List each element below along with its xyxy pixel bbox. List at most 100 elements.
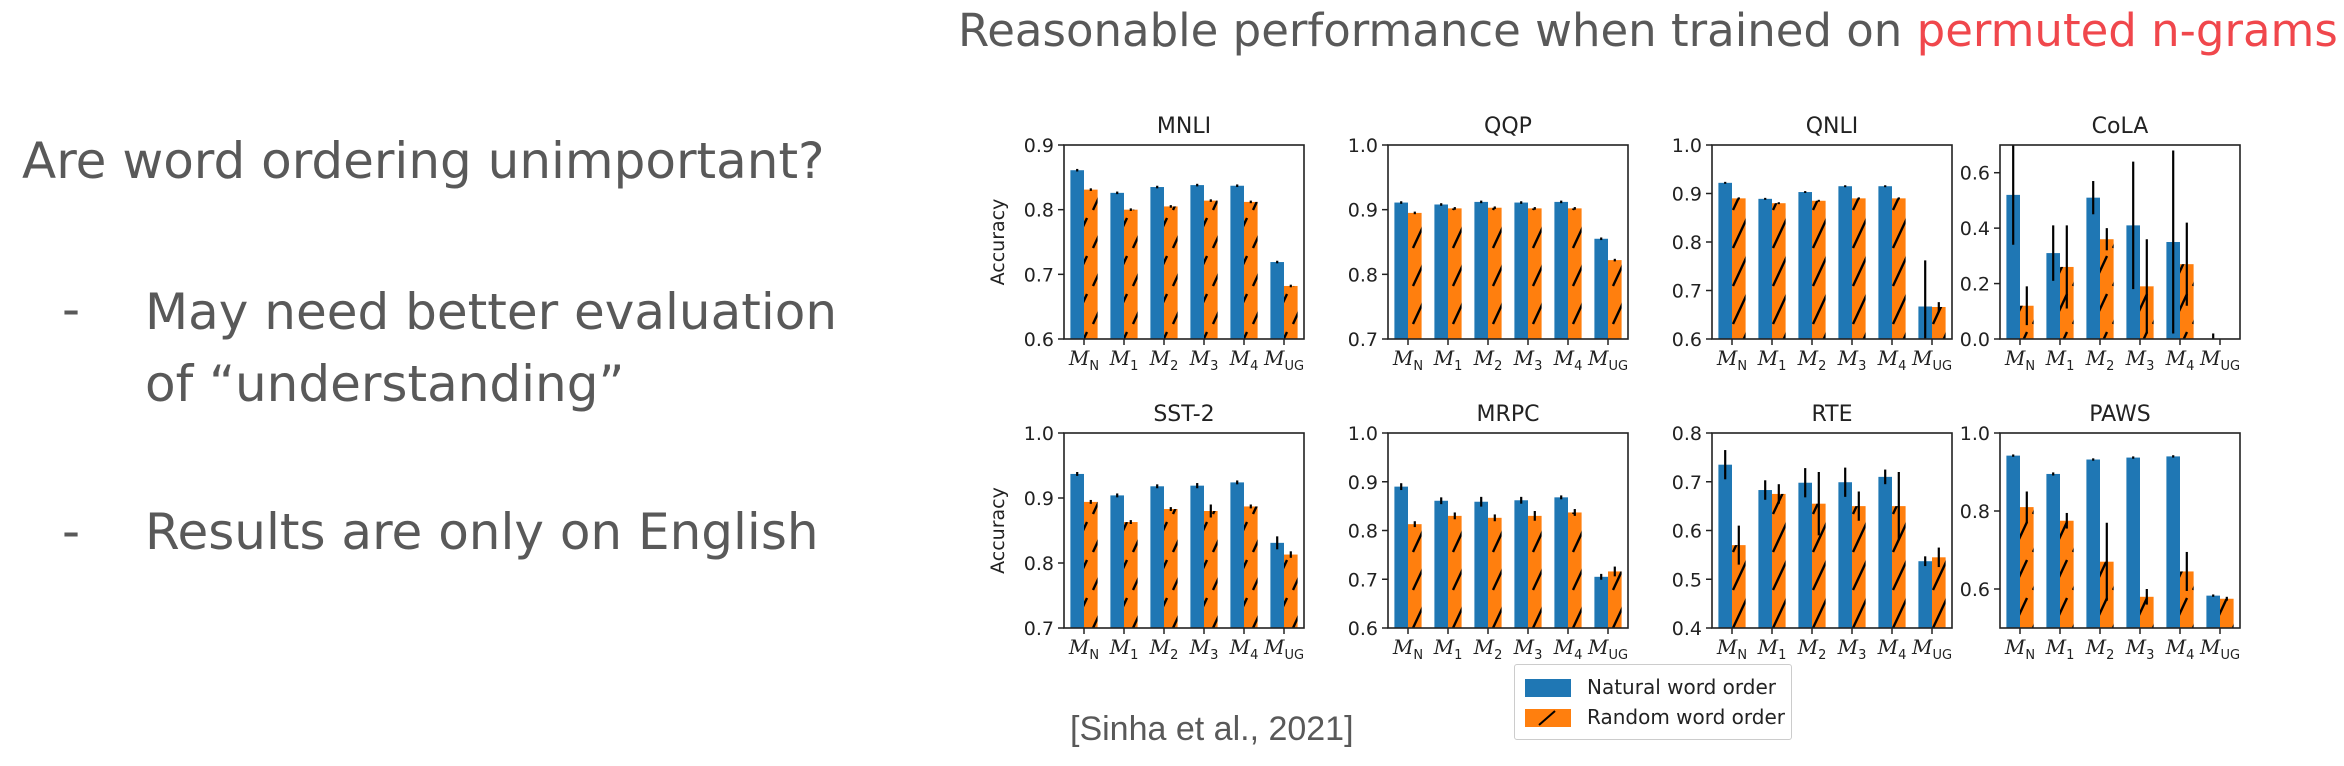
bar-natural	[1758, 490, 1772, 628]
x-tick-subscript: 4	[2186, 648, 2194, 660]
bar-natural	[1434, 204, 1448, 339]
bar-random-hatch	[2100, 239, 2114, 339]
x-tick-subscript: 4	[2186, 359, 2194, 374]
bar-natural	[2166, 456, 2180, 628]
bar-natural	[1918, 561, 1932, 628]
bar-natural	[2046, 253, 2060, 339]
bar-random-hatch	[1892, 506, 1906, 628]
bar-natural	[2046, 473, 2060, 628]
bar-natural	[1594, 576, 1608, 628]
slide-title: Reasonable performance when trained on p…	[958, 4, 2344, 57]
bar-random-hatch	[1568, 208, 1582, 339]
y-tick-label: 1.0	[1672, 135, 1702, 157]
x-tick-label: M3	[2125, 635, 2155, 660]
bar-random-hatch	[2180, 571, 2194, 628]
x-tick-label: MN	[1392, 346, 1423, 374]
x-tick-label: MUG	[1587, 635, 1628, 660]
bar-natural	[1150, 486, 1164, 628]
x-tick-label: M4	[1877, 346, 1907, 374]
bar-random-hatch	[1084, 501, 1098, 628]
plot-frame	[1999, 144, 2241, 340]
x-tick-label: MUG	[2199, 346, 2240, 374]
title-highlight: permuted n-grams	[1916, 4, 2338, 57]
y-axis-label: Accuracy	[990, 199, 1009, 286]
bar-natural	[1230, 482, 1244, 628]
legend: Natural word order Random word order	[1514, 664, 1792, 740]
bar-natural	[1474, 201, 1488, 339]
bar-random-hatch	[1448, 515, 1462, 628]
x-tick-label: M2	[2085, 635, 2115, 660]
x-tick-label: M4	[1229, 635, 1259, 660]
x-tick-label: M3	[1513, 635, 1543, 660]
y-tick-label: 0.6	[1024, 329, 1054, 351]
bar-random-hatch	[1812, 200, 1826, 339]
x-tick-label: MN	[1068, 635, 1099, 660]
bar-random-hatch	[1488, 207, 1502, 339]
x-tick-subscript: 3	[1858, 359, 1866, 374]
x-tick-label: MN	[2004, 346, 2035, 374]
x-tick-label: M4	[2165, 346, 2195, 374]
y-tick-label: 0.7	[1672, 281, 1702, 303]
bar-natural	[1514, 202, 1528, 339]
x-tick-subscript: 2	[1818, 648, 1826, 660]
x-tick-label: MN	[1716, 346, 1747, 374]
bullet-text-content: Results are only on English	[145, 503, 819, 561]
bar-natural	[2006, 194, 2020, 339]
x-tick-label: M2	[1149, 635, 1179, 660]
y-tick-label: 0.8	[1024, 553, 1054, 575]
bar-natural	[1070, 170, 1084, 339]
bar-random-hatch	[1528, 208, 1542, 339]
x-tick-subscript: 1	[1778, 359, 1786, 374]
y-axis-label: Accuracy	[990, 487, 1009, 574]
x-tick-label: M2	[1473, 346, 1503, 374]
bar-natural	[1838, 482, 1852, 628]
bar-natural	[2126, 457, 2140, 628]
x-tick-subscript: UG	[1284, 359, 1304, 374]
x-tick-subscript: 1	[1130, 359, 1138, 374]
x-tick-label: M1	[1109, 635, 1139, 660]
x-tick-label: M4	[1553, 346, 1583, 374]
bar-natural	[1394, 486, 1408, 628]
bar-random-hatch	[1084, 189, 1098, 339]
bullet-dash: -	[62, 280, 81, 338]
x-tick-subscript: 3	[1210, 648, 1218, 660]
bar-random-hatch	[1408, 524, 1422, 628]
x-tick-label: M2	[1797, 346, 1827, 374]
x-tick-label: MUG	[2199, 635, 2240, 660]
y-tick-label: 0.7	[1024, 618, 1054, 640]
bar-random-hatch	[1448, 208, 1462, 339]
bar-random-hatch	[1164, 509, 1178, 628]
legend-label-natural: Natural word order	[1587, 675, 1776, 699]
x-tick-subscript: 4	[1574, 359, 1582, 374]
x-tick-subscript: 4	[1898, 648, 1906, 660]
x-tick-subscript: UG	[1284, 648, 1304, 660]
x-tick-subscript: 3	[2146, 359, 2154, 374]
chart-title: MRPC	[1477, 402, 1540, 427]
x-tick-subscript: UG	[1608, 648, 1628, 660]
x-tick-label: MN	[1716, 635, 1747, 660]
x-tick-subscript: 4	[1898, 359, 1906, 374]
x-tick-label: MN	[1392, 635, 1423, 660]
x-tick-subscript: 3	[1210, 359, 1218, 374]
bar-natural	[1758, 198, 1772, 339]
x-tick-subscript: 4	[1250, 359, 1258, 374]
y-tick-label: 0.4	[1960, 218, 1990, 240]
x-tick-subscript: 4	[1250, 648, 1258, 660]
bar-natural	[1434, 500, 1448, 628]
bar-random-hatch	[1852, 506, 1866, 628]
citation: [Sinha et al., 2021]	[1070, 710, 1354, 748]
bar-random-hatch	[1204, 200, 1218, 339]
bar-random-hatch	[1124, 209, 1138, 339]
x-tick-label: MUG	[1263, 346, 1304, 374]
bar-natural	[1798, 482, 1812, 628]
x-tick-label: MUG	[1263, 635, 1304, 660]
bar-random-hatch	[1932, 306, 1946, 339]
x-tick-subscript: 3	[2146, 648, 2154, 660]
y-tick-label: 0.6	[1348, 618, 1378, 640]
chart-title: CoLA	[2092, 114, 2149, 139]
x-tick-label: M3	[1837, 635, 1867, 660]
bar-random-hatch	[1732, 198, 1746, 339]
y-tick-label: 1.0	[1348, 423, 1378, 445]
bar-natural	[1554, 497, 1568, 628]
